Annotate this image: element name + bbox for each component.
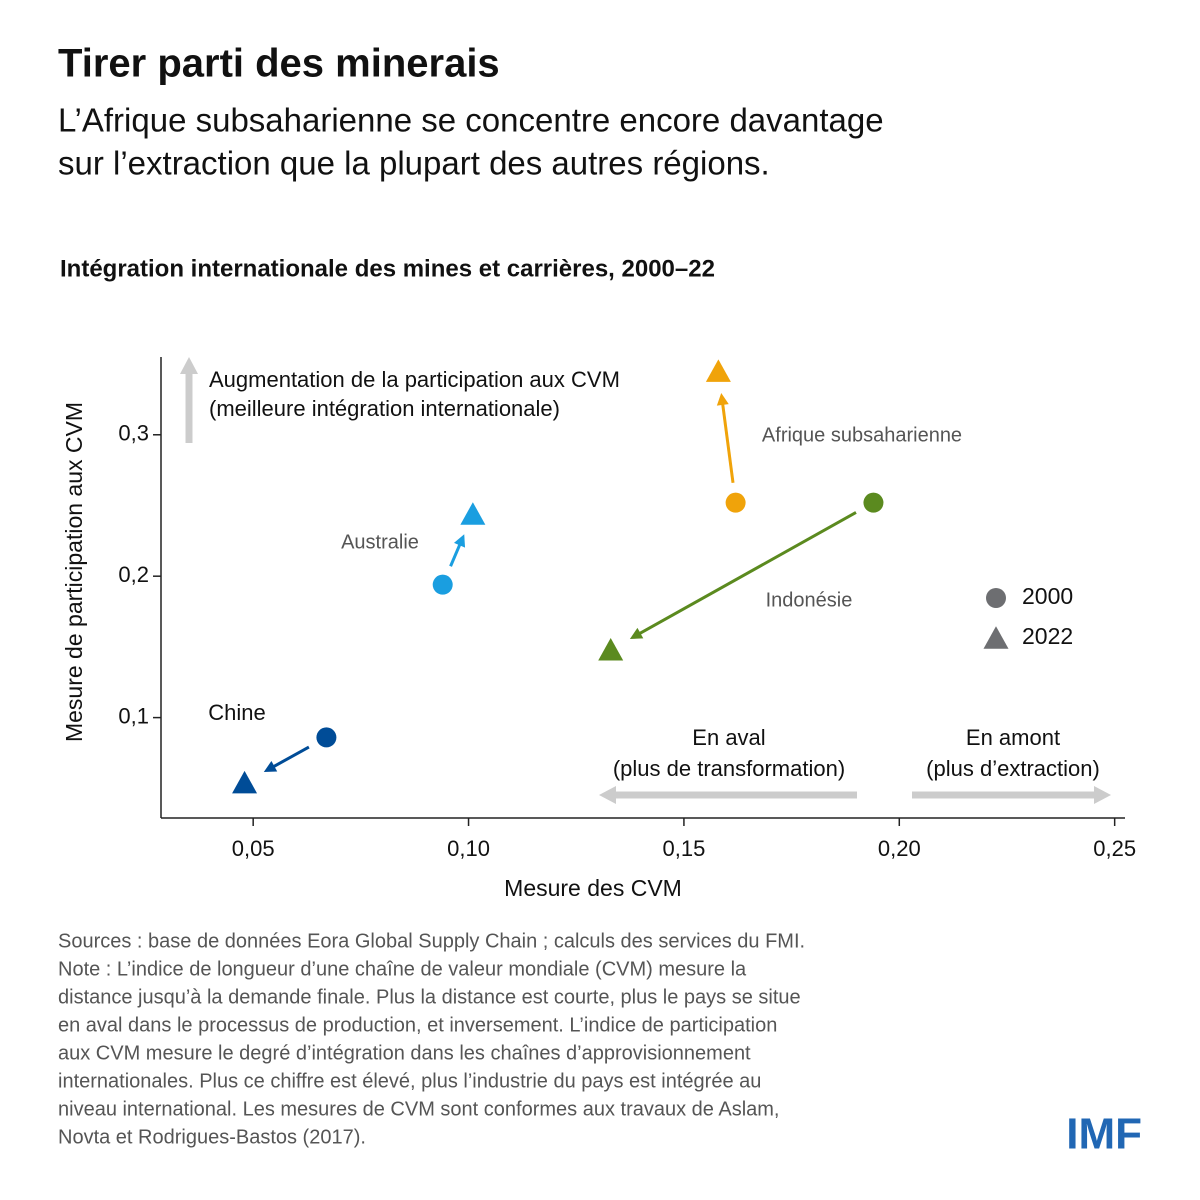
logo: IMF bbox=[1066, 1110, 1142, 1159]
point-2000 bbox=[432, 574, 453, 595]
x-tick-label: 0,15 bbox=[663, 836, 706, 861]
point-2000 bbox=[316, 727, 337, 748]
y-tick-label: 0,2 bbox=[118, 562, 149, 587]
note-line: niveau international. Les mesures de CVM… bbox=[58, 1098, 779, 1120]
annotation: En amont bbox=[966, 725, 1060, 750]
legend-label: 2000 bbox=[1022, 583, 1073, 609]
note-line: en aval dans le processus de production,… bbox=[58, 1014, 777, 1036]
x-tick-label: 0,10 bbox=[447, 836, 490, 861]
subtitle: L’Afrique subsaharienne se concentre enc… bbox=[58, 102, 884, 139]
legend-marker bbox=[983, 626, 1009, 649]
x-tick-label: 0,05 bbox=[232, 836, 275, 861]
y-tick-label: 0,3 bbox=[118, 421, 149, 446]
point-2000 bbox=[863, 492, 884, 513]
note-line: Note : L’indice de longueur d’une chaîne… bbox=[58, 958, 747, 980]
series-label: Indonésie bbox=[766, 589, 853, 611]
legend-marker bbox=[986, 588, 1006, 608]
series-label: Australie bbox=[341, 531, 419, 553]
note-line: distance jusqu’à la demande finale. Plus… bbox=[58, 986, 801, 1008]
note-line: Novta et Rodrigues-Bastos (2017). bbox=[58, 1126, 366, 1148]
arrowhead bbox=[629, 627, 644, 639]
note: Note : L’indice de longueur d’une chaîne… bbox=[58, 958, 801, 1148]
point-2022 bbox=[232, 770, 258, 794]
x-axis-label: Mesure des CVM bbox=[504, 875, 682, 901]
legend-label: 2022 bbox=[1022, 623, 1073, 649]
annotation-arrowhead bbox=[599, 786, 616, 804]
x-tick-label: 0,20 bbox=[878, 836, 921, 861]
y-tick-label: 0,1 bbox=[118, 703, 149, 728]
annotation: (plus d’extraction) bbox=[926, 756, 1100, 781]
annotation: (meilleure intégration internationale) bbox=[209, 396, 560, 421]
chart-title: Intégration internationale des mines et … bbox=[60, 255, 715, 282]
note-line: aux CVM mesure le degré d’intégration da… bbox=[58, 1042, 751, 1064]
trend-arrow bbox=[449, 540, 463, 567]
sources: Sources : base de données Eora Global Su… bbox=[58, 930, 805, 952]
point-2022 bbox=[460, 502, 486, 525]
annotation: En aval bbox=[692, 725, 765, 750]
annotation: Augmentation de la participation aux CVM bbox=[209, 367, 620, 392]
subtitle: sur l’extraction que la plupart des autr… bbox=[58, 145, 770, 182]
arrowhead bbox=[263, 760, 278, 773]
trend-arrow bbox=[636, 511, 857, 637]
point-2000 bbox=[725, 492, 746, 513]
trend-arrow bbox=[720, 400, 735, 484]
arrowhead bbox=[716, 392, 729, 406]
annotation-arrowhead bbox=[180, 357, 198, 374]
note-line: internationales. Plus ce chiffre est éle… bbox=[58, 1070, 761, 1092]
y-axis-label: Mesure de participation aux CVM bbox=[61, 402, 87, 742]
x-tick-label: 0,25 bbox=[1093, 836, 1136, 861]
point-2022 bbox=[705, 359, 731, 382]
annotation-arrowhead bbox=[1094, 786, 1111, 804]
title: Tirer parti des minerais bbox=[58, 42, 500, 86]
annotation: (plus de transformation) bbox=[613, 756, 845, 781]
arrowhead bbox=[454, 534, 466, 548]
point-2022 bbox=[598, 637, 624, 661]
series-label: Afrique subsaharienne bbox=[762, 424, 962, 446]
series-label: Chine bbox=[208, 700, 265, 725]
trend-arrow bbox=[270, 745, 310, 770]
